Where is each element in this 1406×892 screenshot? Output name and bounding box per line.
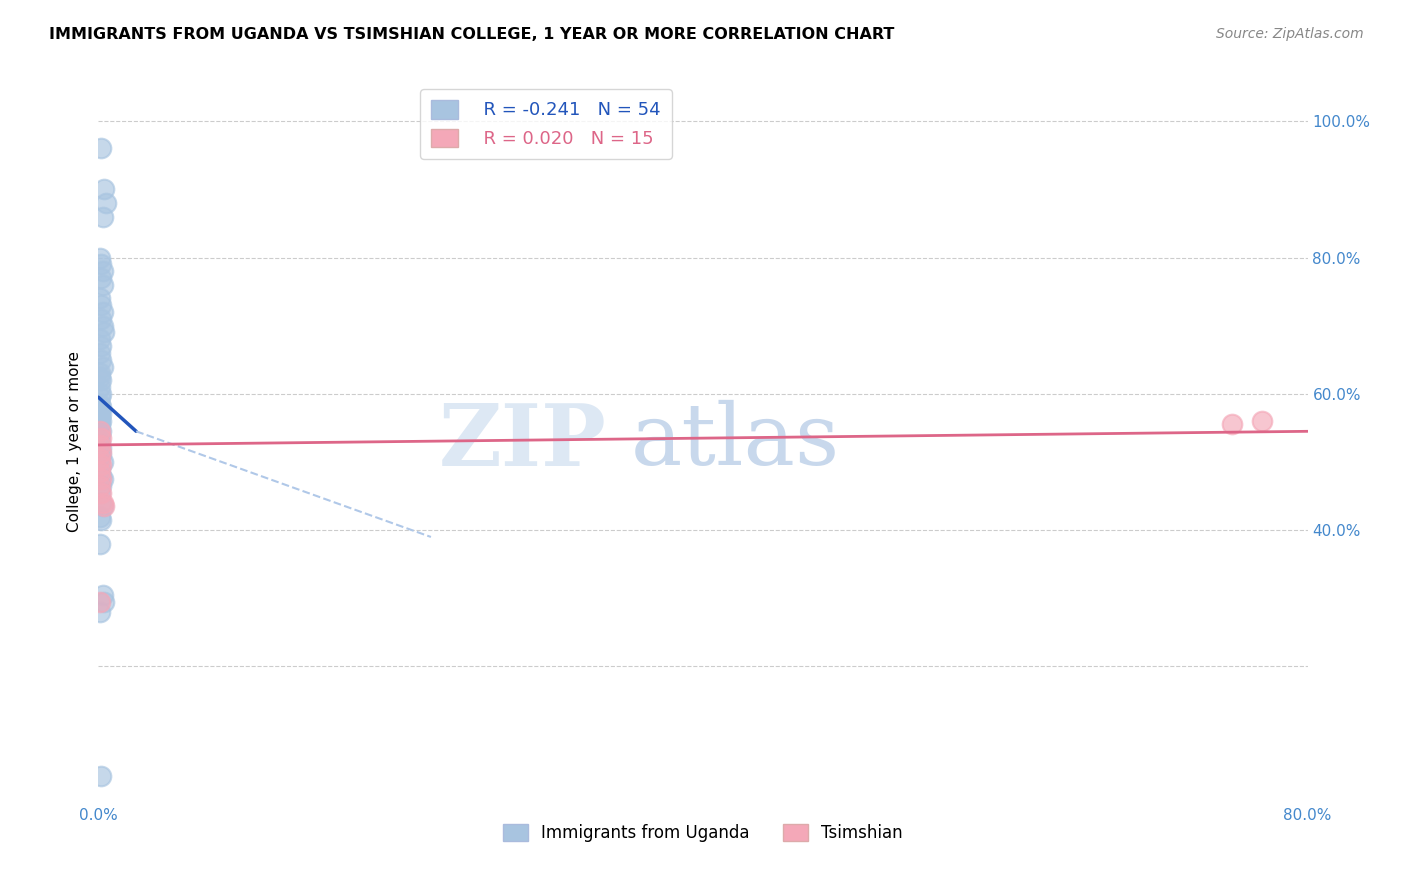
Point <box>91 210 114 224</box>
Point <box>89 417 111 432</box>
Point <box>90 271 112 285</box>
Point <box>91 264 114 278</box>
Point <box>90 458 112 473</box>
Point <box>89 346 111 360</box>
Point <box>89 390 111 404</box>
Point <box>91 305 114 319</box>
Point <box>90 352 112 367</box>
Text: atlas: atlas <box>630 400 839 483</box>
Point <box>93 326 115 340</box>
Point <box>89 251 111 265</box>
Point <box>90 496 112 510</box>
Point <box>90 141 112 155</box>
Point <box>90 442 112 456</box>
Point <box>91 588 114 602</box>
Point <box>90 311 112 326</box>
Point <box>89 479 111 493</box>
Point <box>89 367 111 381</box>
Point <box>90 448 112 462</box>
Point <box>90 425 112 439</box>
Point <box>91 359 114 374</box>
Point <box>89 444 111 458</box>
Point <box>90 339 112 353</box>
Point <box>89 404 111 418</box>
Point <box>89 451 111 466</box>
Point <box>91 455 114 469</box>
Point <box>90 479 112 493</box>
Point <box>90 768 112 782</box>
Point <box>89 537 111 551</box>
Point <box>90 444 112 458</box>
Point <box>90 431 112 445</box>
Point <box>89 292 111 306</box>
Point <box>90 407 112 421</box>
Point <box>89 462 111 476</box>
Point <box>91 500 114 514</box>
Point <box>93 595 115 609</box>
Point <box>89 605 111 619</box>
Point <box>89 397 111 411</box>
Text: IMMIGRANTS FROM UGANDA VS TSIMSHIAN COLLEGE, 1 YEAR OR MORE CORRELATION CHART: IMMIGRANTS FROM UGANDA VS TSIMSHIAN COLL… <box>49 27 894 42</box>
Point <box>89 465 111 479</box>
Point <box>90 472 112 486</box>
Legend: Immigrants from Uganda, Tsimshian: Immigrants from Uganda, Tsimshian <box>496 817 910 848</box>
Point <box>91 496 114 510</box>
Point <box>91 318 114 333</box>
Y-axis label: College, 1 year or more: College, 1 year or more <box>67 351 83 532</box>
Point <box>89 425 111 439</box>
Point <box>90 513 112 527</box>
Point <box>1220 417 1243 432</box>
Point <box>91 472 114 486</box>
Point <box>90 257 112 271</box>
Point <box>90 468 112 483</box>
Text: Source: ZipAtlas.com: Source: ZipAtlas.com <box>1216 27 1364 41</box>
Point <box>89 509 111 524</box>
Point <box>89 434 111 449</box>
Point <box>1251 414 1274 428</box>
Text: ZIP: ZIP <box>439 400 606 483</box>
Point <box>93 182 115 196</box>
Point <box>90 387 112 401</box>
Point <box>89 380 111 394</box>
Point <box>89 332 111 346</box>
Point <box>89 438 111 452</box>
Point <box>90 373 112 387</box>
Point <box>91 277 114 292</box>
Point <box>90 401 112 415</box>
Point <box>90 414 112 428</box>
Point <box>89 369 111 384</box>
Point <box>89 595 111 609</box>
Point <box>89 427 111 442</box>
Point <box>90 298 112 312</box>
Point <box>89 485 111 500</box>
Point <box>89 410 111 425</box>
Point <box>93 500 115 514</box>
Point <box>94 196 117 211</box>
Point <box>90 485 112 500</box>
